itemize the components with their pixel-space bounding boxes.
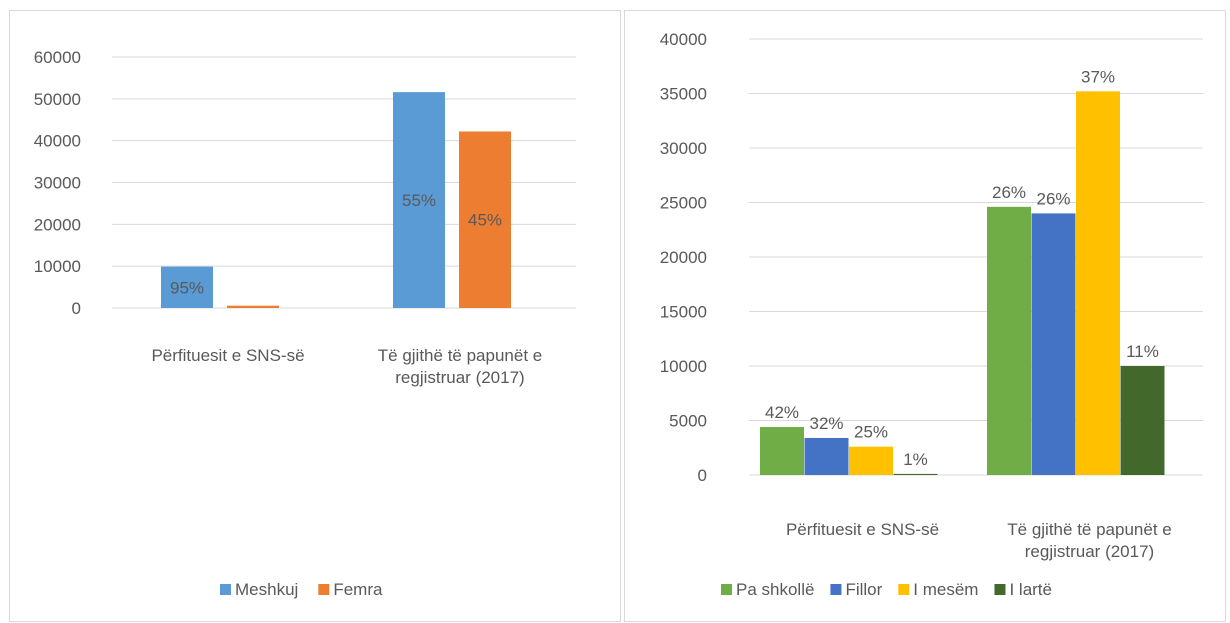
- data-label: 45%: [468, 211, 502, 230]
- bar: [1120, 366, 1165, 475]
- y-tick-label: 0: [698, 466, 707, 485]
- data-label: 42%: [765, 403, 799, 422]
- legend-swatch: [220, 584, 231, 595]
- legend-swatch: [318, 584, 330, 595]
- bar: [227, 305, 279, 308]
- bar: [804, 437, 849, 475]
- y-tick-label: 50000: [34, 90, 81, 109]
- bar: [1031, 213, 1076, 475]
- y-tick-label: 10000: [34, 257, 81, 276]
- x-category-label: Përfituesit e SNS-së: [151, 346, 304, 365]
- legend-swatch: [830, 584, 842, 595]
- y-tick-label: 40000: [34, 132, 81, 151]
- bar: [987, 206, 1031, 476]
- y-tick-label: 40000: [660, 30, 707, 49]
- legend-swatch: [721, 584, 732, 595]
- bar: [161, 266, 213, 308]
- data-label: 95%: [170, 278, 204, 297]
- bar: [1076, 91, 1120, 475]
- x-category-label: Përfituesit e SNS-së: [786, 520, 939, 539]
- legend-label: I mesëm: [913, 580, 978, 599]
- legend-swatch: [994, 584, 1006, 595]
- data-label: 1%: [903, 450, 928, 469]
- legend-label: Fillor: [845, 580, 882, 599]
- y-tick-label: 20000: [34, 215, 81, 234]
- y-tick-label: 60000: [34, 48, 81, 67]
- legend-label: Femra: [333, 580, 383, 599]
- legend-swatch: [898, 584, 910, 595]
- legend-label: I lartë: [1009, 580, 1052, 599]
- bar: [393, 92, 445, 308]
- bar: [459, 131, 511, 308]
- y-tick-label: 25000: [660, 194, 707, 213]
- bar: [760, 427, 804, 475]
- chart-panel-education: 0 5000 10000 15000 20000 25000 30000 35000 40000…: [624, 10, 1226, 622]
- legend-label: Pa shkollë: [736, 580, 814, 599]
- x-category-label: Të gjithë të papunët e: [378, 346, 542, 365]
- y-tick-label: 30000: [660, 139, 707, 158]
- data-label: 25%: [854, 423, 888, 442]
- y-tick-label: 15000: [660, 303, 707, 322]
- chart-panel-gender: 0 10000 20000 30000 40000 50000 60000 95% 55% 45%…: [9, 10, 621, 622]
- x-category-label: regjistruar (2017): [395, 368, 524, 387]
- x-category-label: regjistruar (2017): [1025, 542, 1154, 561]
- x-category-label: Të gjithë të papunët e: [1007, 520, 1171, 539]
- y-tick-label: 10000: [660, 357, 707, 376]
- legend-label: Meshkuj: [235, 580, 298, 599]
- y-tick-label: 30000: [34, 174, 81, 193]
- gender-bar-chart: 0 10000 20000 30000 40000 50000 60000 95% 55% 45%…: [34, 48, 576, 599]
- y-tick-label: 20000: [660, 248, 707, 267]
- y-tick-label: 5000: [669, 412, 707, 431]
- data-label: 11%: [1126, 342, 1159, 361]
- data-label: 26%: [992, 183, 1026, 202]
- data-label: 26%: [1036, 189, 1070, 208]
- bar: [893, 473, 938, 475]
- y-tick-label: 0: [72, 299, 81, 318]
- bar: [849, 446, 893, 475]
- data-label: 55%: [402, 191, 436, 210]
- education-bar-chart: 0 5000 10000 15000 20000 25000 30000 35000 40000…: [660, 30, 1203, 599]
- data-label: 37%: [1081, 67, 1115, 86]
- data-label: 32%: [809, 414, 843, 433]
- y-tick-label: 35000: [660, 85, 707, 104]
